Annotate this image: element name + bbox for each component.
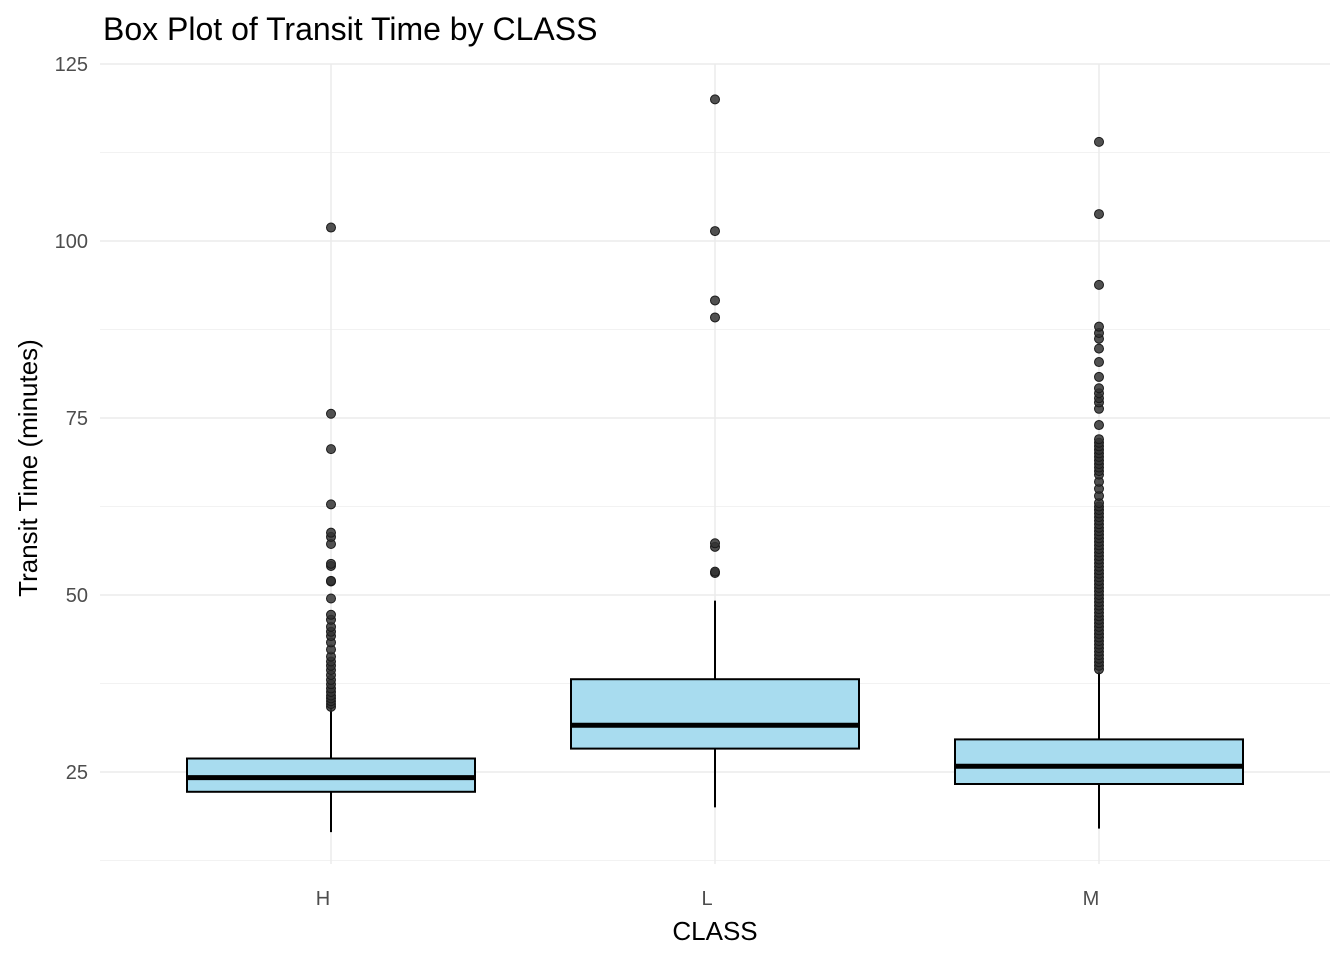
outlier-point <box>326 499 336 510</box>
box-L <box>570 94 860 808</box>
y-tick-label: 50 <box>66 585 88 607</box>
outlier-point <box>710 295 720 306</box>
chart-title: Box Plot of Transit Time by CLASS <box>103 11 597 47</box>
y-tick-label: 75 <box>66 408 88 430</box>
outlier-point <box>710 566 720 577</box>
x-tick-label: H <box>316 888 330 910</box>
box-iqr <box>954 738 1244 786</box>
outlier-point <box>710 538 720 549</box>
outlier-point <box>1094 420 1104 431</box>
outlier-point <box>1094 343 1104 354</box>
outlier-point <box>1094 357 1104 368</box>
box-M <box>954 136 1244 829</box>
outlier-point <box>710 94 720 105</box>
outlier-point <box>710 312 720 323</box>
y-tick-label: 25 <box>66 762 88 784</box>
y-axis-ticks: 25 50 75 100 125 <box>55 54 88 784</box>
outlier-point <box>326 444 336 455</box>
boxes <box>186 94 1244 833</box>
outlier-point <box>1094 383 1104 394</box>
y-axis-label: Transit Time (minutes) <box>13 339 43 597</box>
outlier-point <box>326 527 336 538</box>
outlier-point <box>1094 209 1104 220</box>
outlier-point <box>1094 321 1104 332</box>
outlier-point <box>326 609 336 620</box>
box-iqr <box>570 678 860 750</box>
outlier-point <box>326 575 336 586</box>
y-tick-label: 100 <box>55 231 88 253</box>
box-H <box>186 222 476 833</box>
outlier-point <box>710 226 720 237</box>
outlier-point <box>1094 279 1104 290</box>
outlier-point <box>326 593 336 604</box>
outlier-point <box>326 558 336 569</box>
outlier-point <box>1094 434 1104 445</box>
outlier-point <box>326 222 336 233</box>
outlier-point <box>1094 136 1104 147</box>
y-tick-label: 125 <box>55 54 88 76</box>
outlier-point <box>1094 371 1104 382</box>
outlier-point <box>326 408 336 419</box>
x-axis-label: CLASS <box>672 916 757 946</box>
x-tick-label: M <box>1083 888 1100 910</box>
x-tick-label: L <box>701 888 712 910</box>
